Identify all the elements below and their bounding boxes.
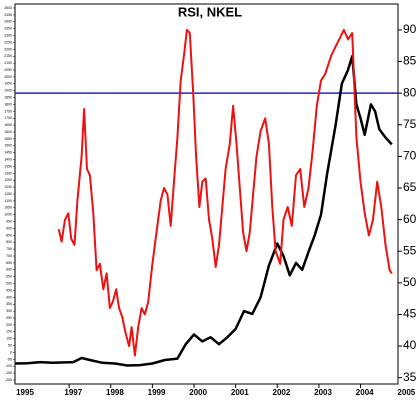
y-tick-label: 1850 (4, 95, 12, 99)
x-tick-label: 2002 (273, 388, 291, 397)
y-tick-label: 700 (6, 254, 12, 258)
y-tick-label: 1300 (4, 171, 12, 175)
y-tick-label: 1250 (4, 178, 12, 182)
y2-tick-label: 50 (403, 275, 417, 289)
y-tick-label: 450 (6, 288, 12, 292)
y-tick-label: 750 (6, 247, 12, 251)
y-tick-label: -100 (5, 364, 12, 368)
y-tick-label: 200 (6, 323, 12, 327)
y2-tick-label: 40 (403, 338, 417, 352)
x-tick-label: 2003 (314, 388, 332, 397)
x-tick-label: 1997 (64, 388, 82, 397)
y-tick-label: 350 (6, 302, 12, 306)
y-tick-label: 1750 (4, 109, 12, 113)
y-tick-label: 1900 (4, 89, 12, 93)
y2-tick-label: 35 (403, 370, 417, 384)
y2-tick-label: 45 (403, 307, 417, 321)
y-tick-label: 2250 (4, 40, 12, 44)
y2-tick-label: 70 (403, 149, 417, 163)
y-tick-label: 1800 (4, 102, 12, 106)
y-tick-label: 50 (8, 343, 12, 347)
series-line (57, 28, 393, 357)
y-tick-label: 2200 (4, 47, 12, 51)
y-tick-label: 1500 (4, 144, 12, 148)
y2-tick-label: 80 (403, 85, 417, 99)
y-tick-label: 850 (6, 233, 12, 237)
y-tick-label: 600 (6, 268, 12, 272)
y-tick-label: 650 (6, 261, 12, 265)
y-tick-label: 1100 (4, 199, 12, 203)
y-tick-label: 2500 (4, 6, 12, 10)
y-tick-label: 900 (6, 226, 12, 230)
y2-tick-label: 85 (403, 54, 417, 68)
y-tick-label: 1650 (4, 123, 12, 127)
y2-tick-label: 65 (403, 180, 417, 194)
y2-tick-label: 60 (403, 212, 417, 226)
y-tick-label: 1350 (4, 164, 12, 168)
y-tick-label: 300 (6, 309, 12, 313)
x-tick-label: 1998 (106, 388, 124, 397)
y-tick-label: -200 (5, 378, 12, 382)
y-tick-label: -150 (5, 371, 12, 375)
y-tick-label: 2300 (4, 33, 12, 37)
y-tick-label: 2350 (4, 27, 12, 31)
y-tick-label: 1000 (4, 213, 12, 217)
y-tick-label: 250 (6, 316, 12, 320)
y-tick-label: 1050 (4, 206, 12, 210)
x-tick-label: 1999 (148, 388, 166, 397)
y-tick-label: 2050 (4, 68, 12, 72)
y2-tick-label: 55 (403, 243, 417, 257)
y-tick-label: 1150 (4, 192, 12, 196)
chart-title: RSI, NKEL (178, 4, 242, 19)
y-tick-label: 1550 (4, 137, 12, 141)
y-tick-label: -50 (7, 357, 12, 361)
x-tick-label: 2000 (189, 388, 207, 397)
x-tick-label: 2005 (397, 388, 415, 397)
y-tick-label: 400 (6, 295, 12, 299)
x-tick-label: 1995 (16, 388, 34, 397)
x-tick-label: 2004 (356, 388, 374, 397)
y-tick-label: 950 (6, 219, 12, 223)
y-tick-label: 500 (6, 281, 12, 285)
y-tick-label: 2400 (4, 20, 12, 24)
y-tick-label: 2450 (4, 13, 12, 17)
y-tick-label: 1950 (4, 82, 12, 86)
y-tick-label: 2150 (4, 54, 12, 58)
y-tick-label: 800 (6, 240, 12, 244)
y-tick-label: 1450 (4, 151, 12, 155)
y-tick-label: 550 (6, 275, 12, 279)
y-tick-label: 100 (6, 337, 12, 341)
y-tick-label: 1200 (4, 185, 12, 189)
y-tick-label: 150 (6, 330, 12, 334)
y2-tick-label: 75 (403, 117, 417, 131)
x-tick-label: 2001 (231, 388, 249, 397)
y2-tick-label: 90 (403, 22, 417, 36)
y-tick-label: 2100 (4, 61, 12, 65)
y-tick-label: 1700 (4, 116, 12, 120)
y-tick-label: 1400 (4, 157, 12, 161)
y-tick-label: 0 (10, 350, 12, 354)
y-tick-label: 1600 (4, 130, 12, 134)
y-tick-label: 2000 (4, 75, 12, 79)
